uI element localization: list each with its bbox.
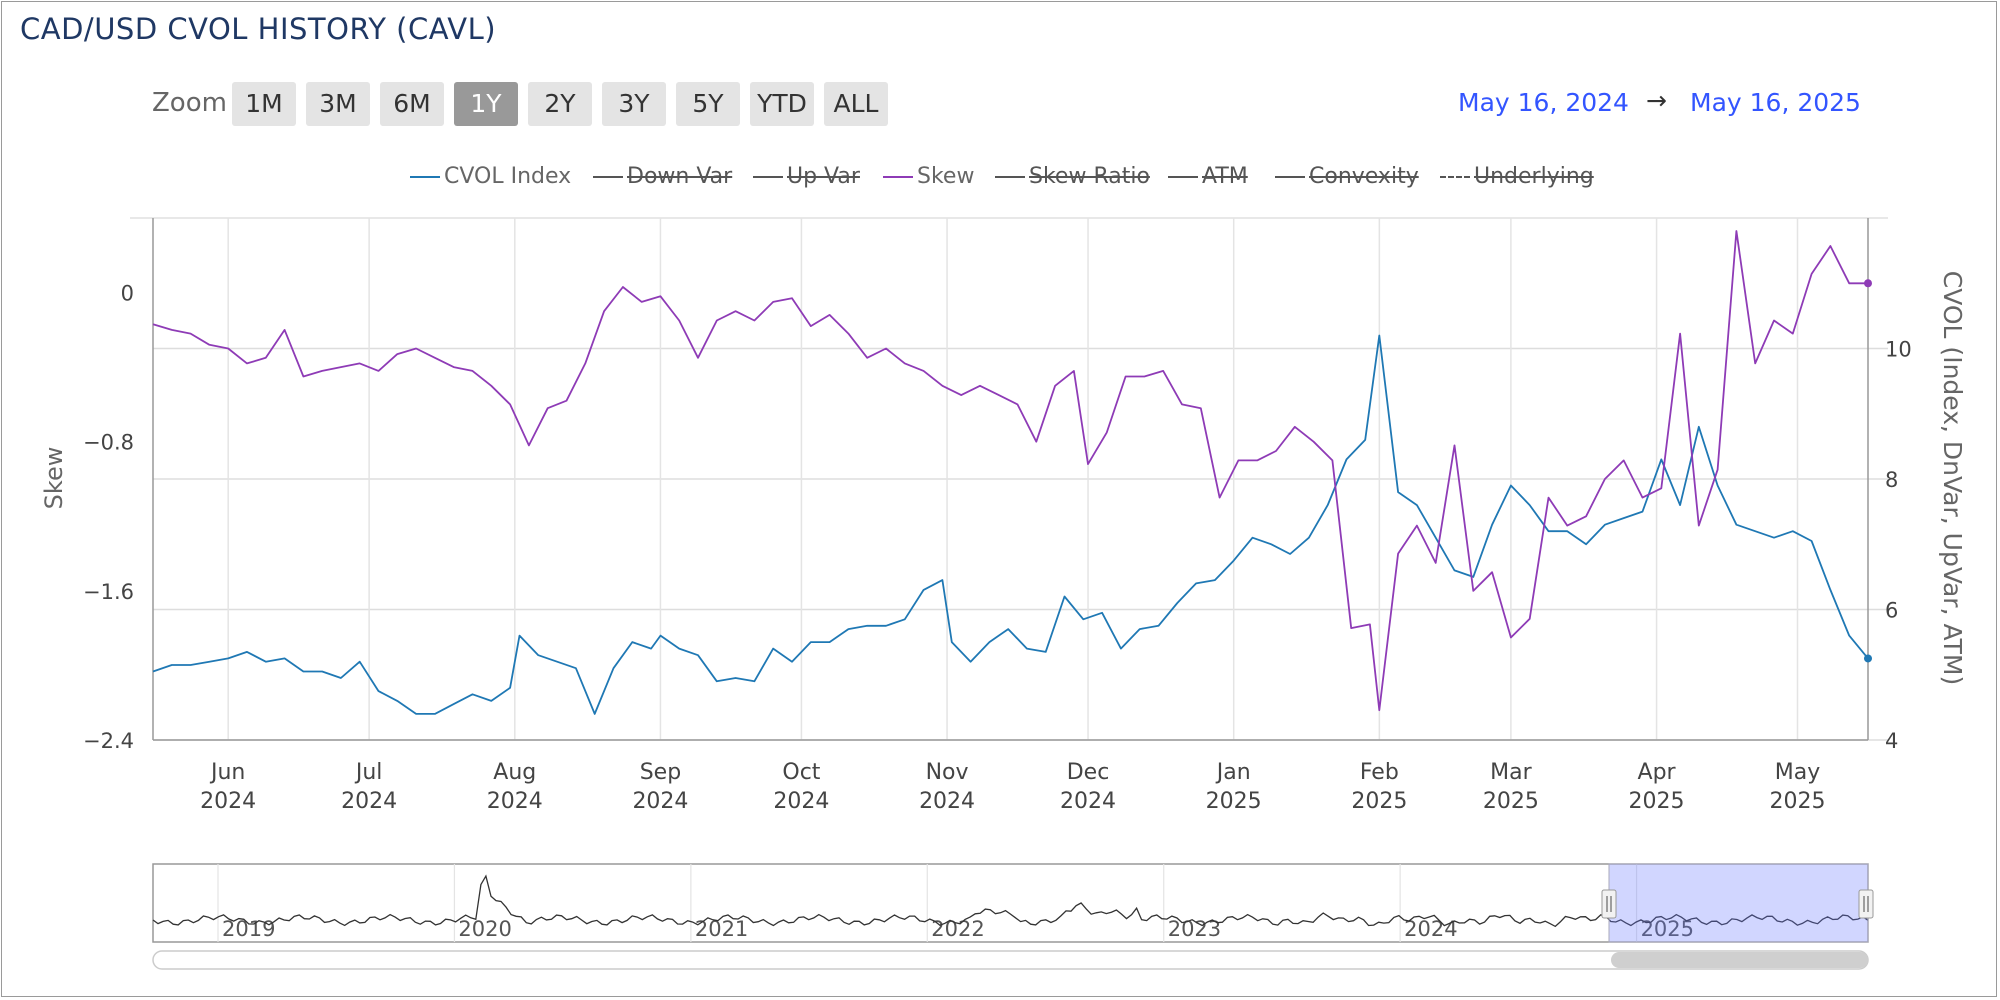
navigator-history-line [152, 874, 1869, 928]
legend-label: Convexity [1309, 164, 1419, 189]
scrollbar-thumb[interactable] [1611, 952, 1868, 968]
navigator-year-label: 2025 [1641, 917, 1694, 941]
x-tick-label-year: 2025 [1483, 789, 1539, 814]
series-end-point-cvol-index [1864, 654, 1872, 663]
zoom-1m-button[interactable]: 1M [232, 82, 296, 126]
y-left-tick-label: 0 [121, 282, 134, 306]
zoom-ytd-button[interactable]: YTD [750, 82, 814, 126]
navigator-year-label: 2021 [695, 917, 748, 941]
scrollbar-track [152, 950, 1869, 970]
zoom-all-button[interactable]: ALL [824, 82, 888, 126]
zoom-label: Zoom [152, 88, 227, 118]
legend-item-up-var[interactable]: Up Var [753, 164, 860, 194]
zoom-6m-button[interactable]: 6M [380, 82, 444, 126]
legend-item-atm[interactable]: ATM [1168, 164, 1248, 194]
legend-item-down-var[interactable]: Down Var [593, 164, 732, 194]
y-right-tick-label: 4 [1885, 729, 1898, 753]
y-axis-left-label: Skew [40, 447, 68, 510]
x-tick-label-month: Jan [1215, 760, 1251, 785]
x-tick-label-year: 2024 [341, 789, 397, 814]
series-line-skew [152, 230, 1868, 712]
legend-line-symbol [995, 176, 1025, 178]
x-tick-label-year: 2025 [1770, 789, 1826, 814]
legend-line-symbol [410, 176, 440, 178]
legend-line-symbol [1275, 176, 1305, 178]
tick-labels: 0 −0.8 −1.6 −2.4 10 8 6 4 Jun 2024 Jul 2024 Aug 2024 S… [83, 282, 1912, 814]
x-tick-label-month: Feb [1360, 760, 1399, 785]
x-tick-label-month: Sep [640, 760, 681, 785]
legend-label: Up Var [787, 164, 860, 189]
legend-label: CVOL Index [444, 164, 572, 189]
x-tick-label-year: 2025 [1629, 789, 1685, 814]
series-line-cvol-index [152, 334, 1869, 715]
range-to-input[interactable]: May 16, 2025 [1690, 88, 1861, 117]
legend-label: ATM [1202, 164, 1248, 189]
navigator-left-handle[interactable] [1601, 889, 1617, 919]
x-tick-label-month: May [1775, 760, 1820, 785]
zoom-2y-button[interactable]: 2Y [528, 82, 592, 126]
legend-line-symbol [883, 176, 913, 178]
x-tick-label-month: Mar [1490, 760, 1532, 785]
navigator-selected-range [1608, 863, 1869, 943]
legend-item-convexity[interactable]: Convexity [1275, 164, 1419, 194]
x-tick-label-year: 2024 [773, 789, 829, 814]
legend-label: Skew [917, 164, 975, 189]
range-arrow: → [1646, 86, 1667, 115]
x-tick-label-year: 2024 [1060, 789, 1116, 814]
series-lines [152, 230, 1872, 715]
legend-label: Down Var [627, 164, 733, 189]
legend-item-underlying[interactable]: Underlying [1440, 164, 1594, 194]
y-right-tick-label: 10 [1885, 338, 1912, 362]
x-tick-label-year: 2024 [200, 789, 256, 814]
x-tick-label-year: 2024 [487, 789, 543, 814]
y-left-tick-label: −2.4 [83, 729, 134, 753]
legend-item-skew[interactable]: Skew [883, 164, 974, 194]
legend-label: Skew Ratio [1029, 164, 1150, 189]
x-tick-label-month: Nov [926, 760, 969, 785]
x-tick-label-month: Apr [1638, 760, 1677, 785]
navigator-right-handle[interactable] [1858, 889, 1874, 919]
x-tick-label-month: Dec [1067, 760, 1110, 785]
series-end-point-skew [1864, 279, 1872, 288]
y-left-tick-label: −1.6 [83, 580, 134, 604]
legend-line-symbol [1440, 176, 1470, 178]
x-tick-label-month: Jun [209, 760, 245, 785]
navigator-year-label: 2022 [931, 917, 984, 941]
legend-item-cvol-index[interactable]: CVOL Index [410, 164, 571, 194]
legend-line-symbol [753, 176, 783, 178]
grid-lines [130, 217, 1888, 741]
axes [152, 218, 1869, 741]
y-left-tick-label: −0.8 [83, 431, 134, 455]
navigator-year-label: 2020 [458, 917, 511, 941]
y-axis-right-label: CVOL (Index, DnVar, UpVar, ATM) [1938, 271, 1967, 685]
x-tick-label-year: 2025 [1351, 789, 1407, 814]
legend-line-symbol [593, 176, 623, 178]
range-from-input[interactable]: May 16, 2024 [1458, 88, 1629, 117]
x-tick-label-year: 2024 [632, 789, 688, 814]
y-right-tick-label: 6 [1885, 599, 1898, 623]
navigator[interactable]: 2019202020212022202320242025 [152, 863, 1874, 970]
x-tick-label-year: 2024 [919, 789, 975, 814]
legend-line-symbol [1168, 176, 1198, 178]
legend-label: Underlying [1474, 164, 1594, 189]
x-tick-label-month: Oct [782, 760, 820, 785]
x-tick-label-month: Jul [354, 760, 383, 785]
x-tick-label-month: Aug [493, 760, 536, 785]
navigator-year-label: 2019 [222, 917, 275, 941]
zoom-3m-button[interactable]: 3M [306, 82, 370, 126]
zoom-1y-button[interactable]: 1Y [454, 82, 518, 126]
legend-item-skew-ratio[interactable]: Skew Ratio [995, 164, 1150, 194]
y-right-tick-label: 8 [1885, 468, 1898, 492]
page-title: CAD/USD CVOL HISTORY (CAVL) [20, 12, 497, 46]
x-tick-label-year: 2025 [1206, 789, 1262, 814]
navigator-year-label: 2024 [1404, 917, 1457, 941]
zoom-5y-button[interactable]: 5Y [676, 82, 740, 126]
zoom-3y-button[interactable]: 3Y [602, 82, 666, 126]
